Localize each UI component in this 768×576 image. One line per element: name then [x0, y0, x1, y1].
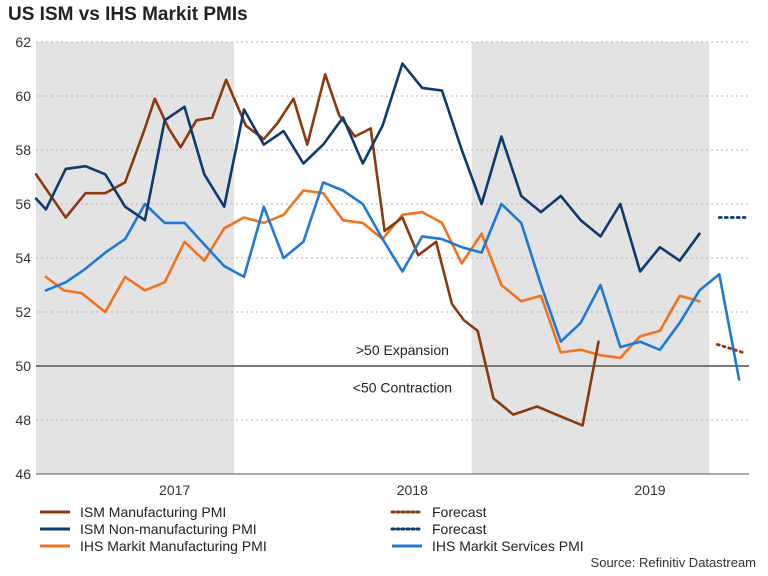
legend-label: ISM Non-manufacturing PMI [80, 521, 257, 537]
x-tick-label: 2019 [634, 482, 665, 498]
legend-label: Forecast [432, 504, 487, 520]
series-line-ism-manufacturing-pmi [34, 73, 600, 427]
y-tick-label: 60 [15, 88, 31, 104]
series-line-ihs-markit-manufacturing-pmi [44, 189, 701, 360]
y-tick-label: 62 [15, 34, 31, 50]
y-tick-label: 56 [15, 196, 31, 212]
annotation-layer: >50 Expansion <50 Contraction [353, 342, 452, 396]
y-tick-label: 50 [15, 358, 31, 374]
axis-layer: 46 48 50 52 54 56 58 60 62 2017 2018 2019 [15, 34, 749, 498]
x-tick-label: 2018 [397, 482, 428, 498]
legend-label: IHS Markit Manufacturing PMI [80, 538, 267, 554]
source-text: Source: Refinitiv Datastream [590, 555, 756, 570]
contraction-label: <50 Contraction [353, 380, 452, 396]
x-tick-label: 2017 [159, 482, 190, 498]
y-tick-label: 52 [15, 304, 31, 320]
chart-title: US ISM vs IHS Markit PMIs [8, 4, 248, 25]
y-tick-label: 54 [15, 250, 31, 266]
series-layer [34, 62, 747, 427]
forecast-line-1 [715, 343, 745, 354]
shaded-band-1 [36, 42, 235, 474]
legend-label: Forecast [432, 521, 487, 537]
legend-label: IHS Markit Services PMI [432, 538, 584, 554]
y-tick-label: 48 [15, 412, 31, 428]
y-tick-label: 46 [15, 466, 31, 482]
legend-label: ISM Manufacturing PMI [80, 504, 226, 520]
expansion-label: >50 Expansion [356, 342, 449, 358]
series-line-ihs-markit-services-pmi [44, 181, 741, 381]
series-line-ism-non-manufacturing-pmi [34, 62, 701, 273]
legend-layer: ISM Manufacturing PMI Forecast ISM Non-man… [40, 504, 584, 554]
y-tick-label: 58 [15, 142, 31, 158]
